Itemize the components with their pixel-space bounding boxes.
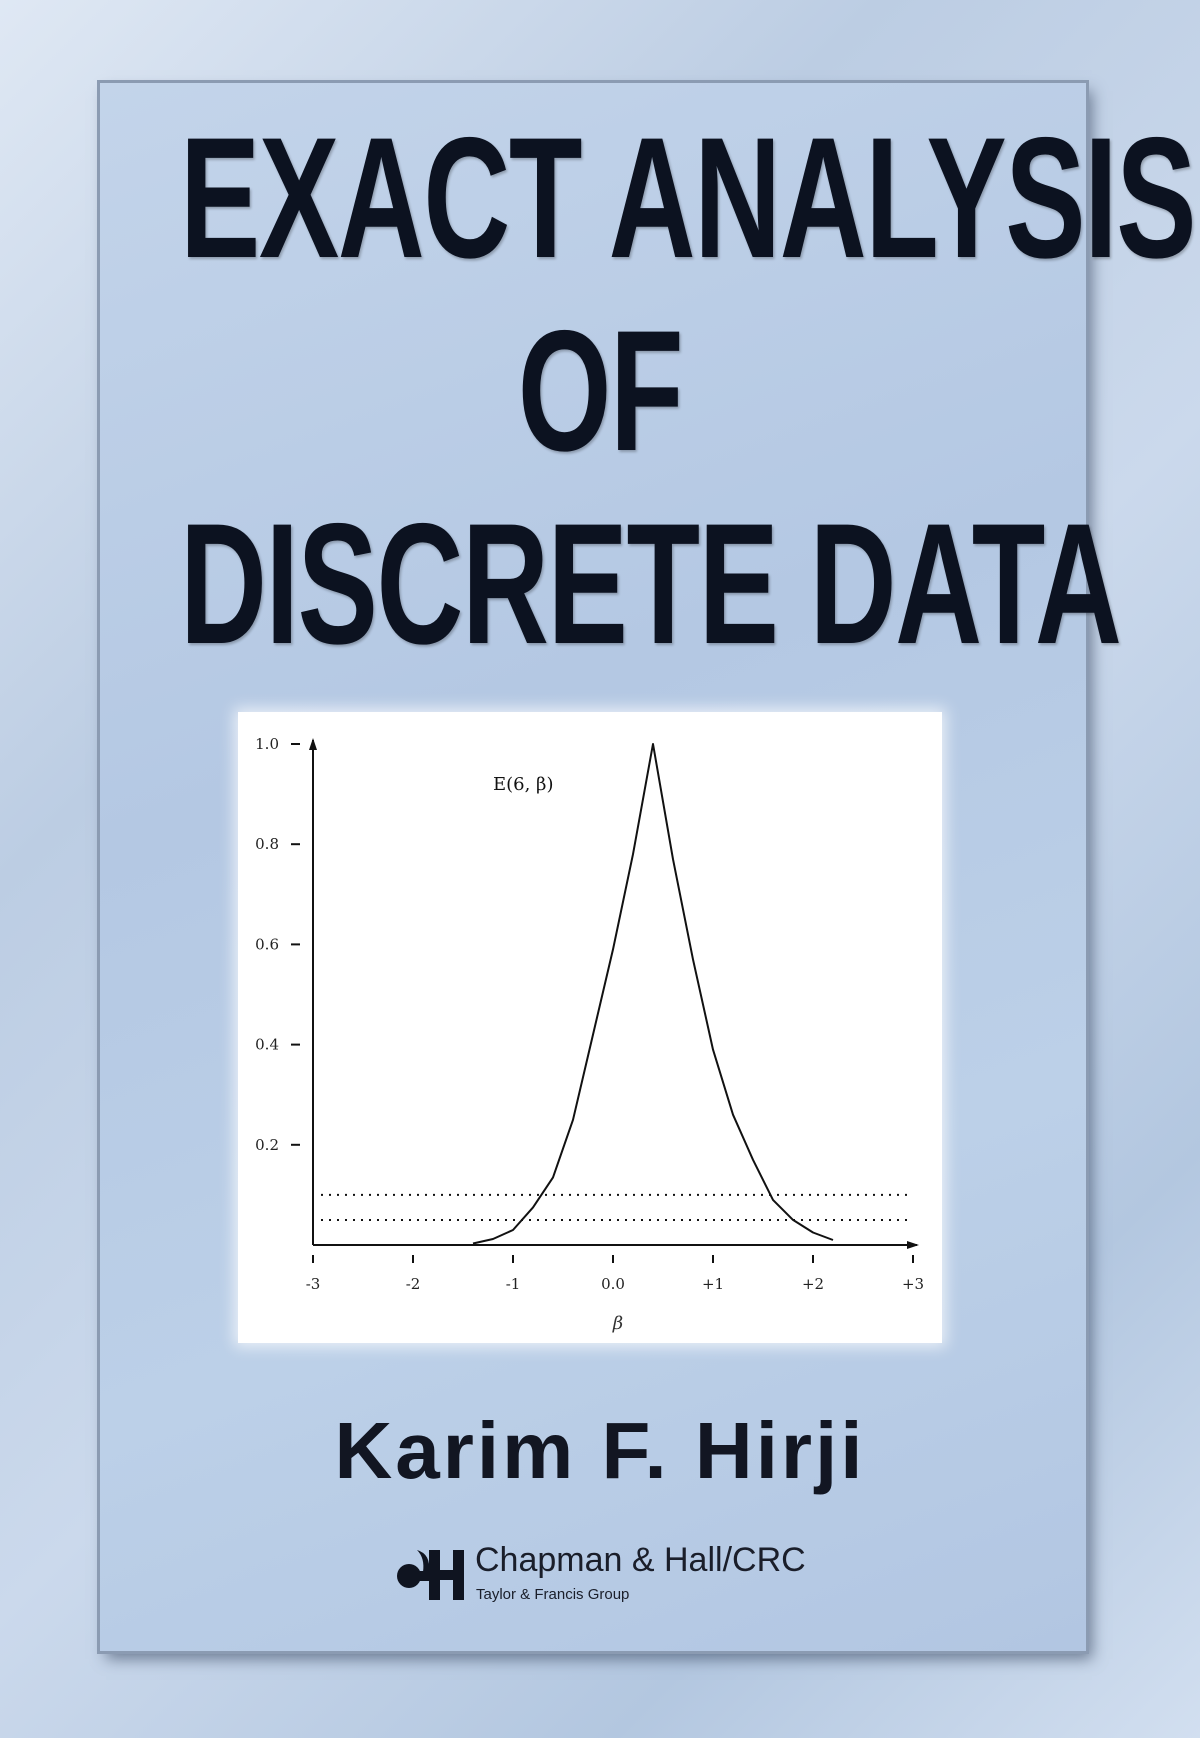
y-tick-label: 0.6 <box>255 935 279 953</box>
y-tick-label: 1.0 <box>255 735 279 753</box>
y-tick-label: 0.8 <box>255 835 279 853</box>
title-line-3: DISCRETE DATA <box>180 488 1122 680</box>
publisher-logo-icon <box>397 1550 464 1600</box>
x-tick-label: -2 <box>406 1275 421 1293</box>
x-tick-label: 0.0 <box>601 1275 625 1293</box>
y-tick-label: 0.4 <box>255 1036 279 1054</box>
publisher-group: Taylor & Francis Group <box>476 1586 630 1603</box>
x-tick-label: +3 <box>902 1275 924 1293</box>
title-line-2: OF <box>517 295 684 487</box>
x-axis-arrow-icon <box>907 1241 919 1249</box>
x-tick-label: -3 <box>306 1275 321 1293</box>
title-line-1: EXACT ANALYSIS <box>180 102 1197 294</box>
chart-panel: -3 -2 -1 0.0 +1 +2 +3 0.2 0.4 0.6 0.8 1.0 E(6, β) β <box>238 712 942 1343</box>
x-tick-label: +1 <box>702 1275 724 1293</box>
x-axis-label: β <box>612 1313 623 1334</box>
x-tick-label: +2 <box>802 1275 824 1293</box>
y-tick-label: 0.2 <box>255 1136 279 1154</box>
chart: -3 -2 -1 0.0 +1 +2 +3 0.2 0.4 0.6 0.8 1.0 E(6, β) β <box>255 735 924 1334</box>
x-tick-label: -1 <box>506 1275 521 1293</box>
curve-label: E(6, β) <box>493 774 554 795</box>
curve-line <box>472 743 834 1245</box>
publisher-name: Chapman & Hall/CRC <box>475 1541 806 1579</box>
author-name: Karim F. Hirji <box>334 1406 866 1495</box>
y-axis-arrow-icon <box>309 738 317 750</box>
